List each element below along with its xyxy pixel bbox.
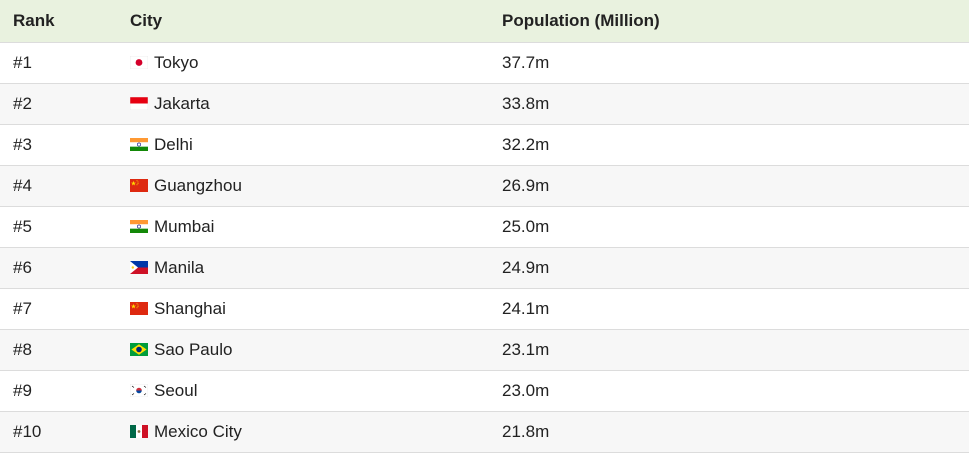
rank-cell: #5 <box>13 216 32 236</box>
city-cell: Guangzhou <box>117 165 489 206</box>
city-cell: Manila <box>117 247 489 288</box>
city-cell-content: Jakarta <box>130 94 489 114</box>
city-name: Mumbai <box>154 216 215 236</box>
table-row: #1 Tokyo 37.7m <box>0 42 969 83</box>
city-name: Sao Paulo <box>154 339 233 359</box>
city-name: Mexico City <box>154 421 242 441</box>
city-cell: Mexico City <box>117 411 489 452</box>
table-row: #5 Mumbai 25.0m <box>0 206 969 247</box>
philippines-flag-icon <box>130 261 148 274</box>
header-row: Rank City Population (Million) <box>0 0 969 43</box>
table-row: #3 Delhi 32.2m <box>0 124 969 165</box>
header-population[interactable]: Population (Million) <box>489 0 969 43</box>
city-cell: Seoul <box>117 370 489 411</box>
rank-cell: #8 <box>13 339 32 359</box>
japan-flag-icon <box>130 56 148 69</box>
city-name: Guangzhou <box>154 175 242 195</box>
indonesia-flag-icon <box>130 97 148 110</box>
city-cell-content: Guangzhou <box>130 176 489 196</box>
rank-cell: #6 <box>13 257 32 277</box>
table-body: #1 Tokyo 37.7m #2 Jakarta <box>0 42 969 452</box>
city-cell: Shanghai <box>117 288 489 329</box>
city-population-table: Rank City Population (Million) #1 Tokyo … <box>0 0 969 452</box>
city-name: Jakarta <box>154 93 210 113</box>
city-cell: Mumbai <box>117 206 489 247</box>
india-flag-icon <box>130 220 148 233</box>
city-cell-content: Seoul <box>130 381 489 401</box>
rank-cell: #3 <box>13 134 32 154</box>
rank-cell: #9 <box>13 380 32 400</box>
population-cell: 24.9m <box>502 257 550 277</box>
city-cell-content: Delhi <box>130 135 489 155</box>
population-cell: 24.1m <box>502 298 550 318</box>
city-cell: Delhi <box>117 124 489 165</box>
population-cell: 23.1m <box>502 339 550 359</box>
rank-cell: #1 <box>13 52 32 72</box>
city-cell-content: Shanghai <box>130 299 489 319</box>
population-cell: 25.0m <box>502 216 550 236</box>
city-name: Delhi <box>154 134 193 154</box>
population-cell: 33.8m <box>502 93 550 113</box>
table-row: #8 Sao Paulo 23.1m <box>0 329 969 370</box>
south-korea-flag-icon <box>130 384 148 397</box>
city-cell-content: Mumbai <box>130 217 489 237</box>
population-cell: 26.9m <box>502 175 550 195</box>
table-row: #7 Shanghai 24.1m <box>0 288 969 329</box>
table-header: Rank City Population (Million) <box>0 0 969 43</box>
table-row: #4 Guangzhou 26.9m <box>0 165 969 206</box>
population-cell: 21.8m <box>502 421 550 441</box>
table-row: #6 Manila 24.9m <box>0 247 969 288</box>
rank-cell: #2 <box>13 93 32 113</box>
city-cell-content: Manila <box>130 258 489 278</box>
population-cell: 32.2m <box>502 134 550 154</box>
table-row: #9 Seoul 23.0m <box>0 370 969 411</box>
header-rank[interactable]: Rank <box>0 0 117 43</box>
brazil-flag-icon <box>130 343 148 356</box>
city-cell: Tokyo <box>117 42 489 83</box>
city-name: Tokyo <box>154 52 199 72</box>
china-flag-icon <box>130 179 148 192</box>
rank-cell: #4 <box>13 175 32 195</box>
city-cell: Sao Paulo <box>117 329 489 370</box>
city-cell-content: Mexico City <box>130 422 489 442</box>
rank-cell: #7 <box>13 298 32 318</box>
mexico-flag-icon <box>130 425 148 438</box>
city-cell-content: Tokyo <box>130 53 489 73</box>
table-row: #10 Mexico City 21.8m <box>0 411 969 452</box>
population-cell: 37.7m <box>502 52 550 72</box>
city-name: Manila <box>154 257 205 277</box>
city-cell-content: Sao Paulo <box>130 340 489 360</box>
city-name: Shanghai <box>154 298 226 318</box>
city-cell: Jakarta <box>117 83 489 124</box>
table-row: #2 Jakarta 33.8m <box>0 83 969 124</box>
rank-cell: #10 <box>13 421 42 441</box>
india-flag-icon <box>130 138 148 151</box>
header-city[interactable]: City <box>117 0 489 43</box>
population-cell: 23.0m <box>502 380 550 400</box>
city-name: Seoul <box>154 380 198 400</box>
china-flag-icon <box>130 302 148 315</box>
